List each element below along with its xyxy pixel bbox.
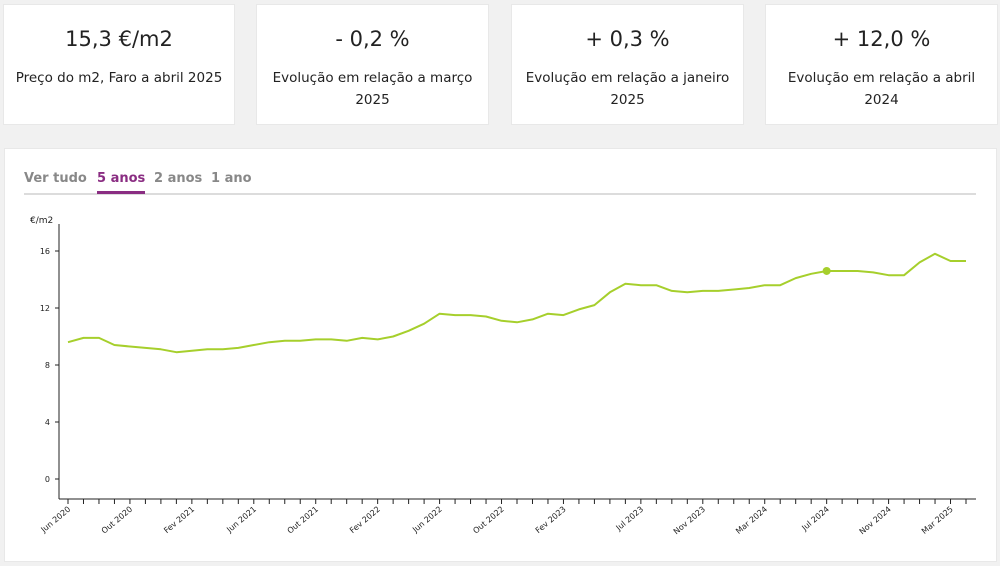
x-tick-label: Nov 2023 [672, 505, 707, 537]
chart-panel: Ver tudo 5 anos 2 anos 1 ano [4, 148, 997, 562]
kpi-value: + 12,0 % [832, 27, 931, 51]
tab-5-anos[interactable]: 5 anos [97, 171, 146, 194]
kpi-value: - 0,2 % [335, 27, 410, 51]
x-tick-label: Jun 2020 [39, 505, 73, 535]
y-axis-label: €/m2 [30, 216, 53, 226]
kpi-card-month: - 0,2 % Evolução em relação a março 2025 [256, 4, 489, 125]
x-tick-label: Out 2022 [471, 505, 505, 536]
y-tick-label: 0 [45, 475, 50, 484]
y-tick-label: 8 [45, 361, 50, 370]
x-tick-label: Out 2020 [100, 505, 134, 536]
kpi-label: Preço do m2, Faro a abril 2025 [15, 70, 223, 86]
tab-2-anos[interactable]: 2 anos [154, 171, 203, 186]
x-tick-label: Jul 2023 [614, 505, 645, 533]
tab-ver-tudo[interactable]: Ver tudo [24, 171, 87, 186]
kpi-card-january: + 0,3 % Evolução em relação a janeiro 20… [511, 4, 744, 125]
kpi-card-year: + 12,0 % Evolução em relação a abril 202… [765, 4, 998, 125]
x-tick-label: Fev 2023 [534, 505, 568, 536]
tab-1-ano[interactable]: 1 ano [211, 171, 252, 186]
y-tick-label: 16 [40, 247, 50, 256]
highlighted-data-point[interactable] [822, 266, 831, 275]
x-tick-label: Jul 2024 [799, 505, 830, 533]
kpi-label: Evolução em relação a março 2025 [272, 70, 473, 108]
x-tick-label: Nov 2024 [858, 505, 893, 537]
kpi-value: 15,3 €/m2 [65, 27, 173, 51]
y-tick-label: 12 [40, 304, 50, 313]
x-tick-label: Jun 2021 [224, 505, 258, 535]
kpi-card-price: 15,3 €/m2 Preço do m2, Faro a abril 2025 [3, 4, 235, 125]
x-tick-label: Jun 2022 [410, 505, 444, 535]
x-tick-label: Mar 2025 [920, 505, 955, 536]
x-tick-label: Fev 2022 [348, 505, 382, 536]
y-tick-label: 4 [45, 418, 50, 427]
x-tick-label: Mar 2024 [734, 505, 769, 536]
period-tabs: Ver tudo 5 anos 2 anos 1 ano [24, 169, 976, 195]
price-series-line [67, 252, 966, 354]
x-tick-label: Fev 2021 [162, 505, 196, 536]
x-tick-label: Out 2021 [286, 505, 320, 536]
kpi-label: Evolução em relação a janeiro 2025 [525, 70, 730, 108]
kpi-label: Evolução em relação a abril 2024 [787, 70, 976, 108]
kpi-value: + 0,3 % [585, 27, 670, 51]
